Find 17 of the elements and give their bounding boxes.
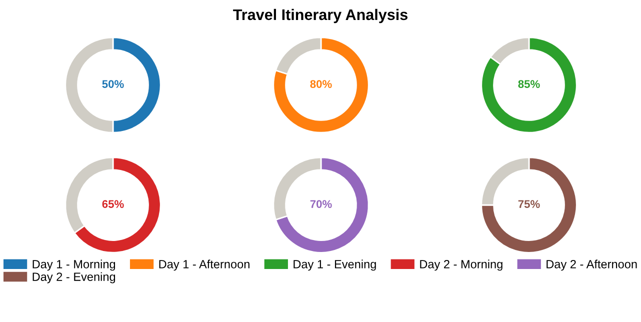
data-label: 85% xyxy=(518,80,540,88)
data-label: 65% xyxy=(102,200,124,208)
donut-slice xyxy=(272,36,370,134)
donut-slice xyxy=(275,156,370,254)
data-label: 70% xyxy=(310,200,332,208)
data-label: 50% xyxy=(102,80,124,88)
legend-label: Day 1 - Morning xyxy=(32,260,116,271)
donut-slice xyxy=(480,36,578,134)
data-label: 80% xyxy=(310,80,332,88)
donut-slice xyxy=(480,156,578,254)
legend-label: Day 2 - Afternoon xyxy=(546,260,637,271)
legend-label: Day 2 - Evening xyxy=(32,272,116,284)
legend-label: Day 2 - Morning xyxy=(420,260,502,271)
legend-label: Day 1 - Evening xyxy=(294,260,376,271)
legend-label: Day 1 - Afternoon xyxy=(159,260,250,271)
chart-title: Travel Itinerary Analysis xyxy=(233,8,408,24)
data-label: 75% xyxy=(518,200,540,208)
